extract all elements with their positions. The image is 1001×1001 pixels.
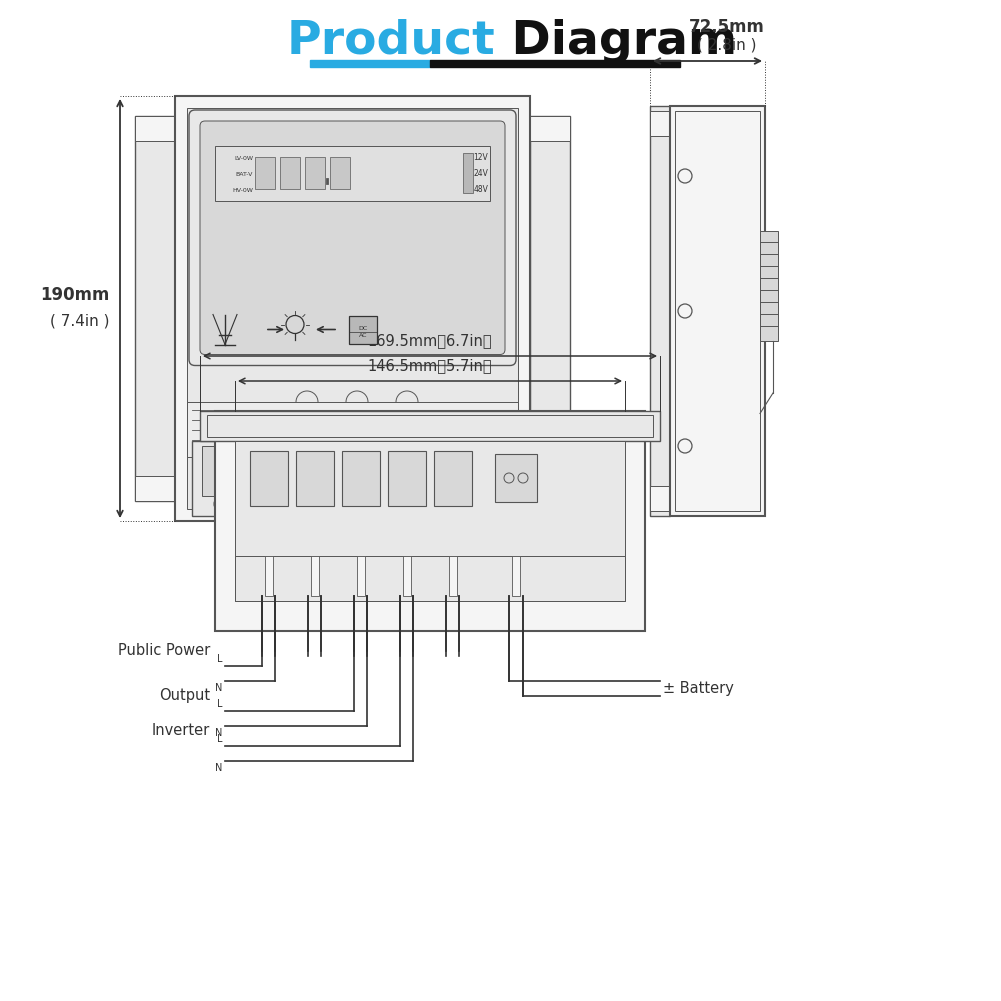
Bar xyxy=(650,111,670,136)
Bar xyxy=(403,556,411,596)
Circle shape xyxy=(278,496,294,512)
Text: AC: AC xyxy=(358,333,367,338)
Text: Output: Output xyxy=(159,688,210,703)
Text: 169.5mm（6.7in）: 169.5mm（6.7in） xyxy=(367,333,492,348)
Bar xyxy=(255,157,275,189)
Bar xyxy=(305,157,325,189)
FancyBboxPatch shape xyxy=(189,110,516,365)
Text: Inverter: Inverter xyxy=(152,723,210,738)
Bar xyxy=(530,116,570,500)
Text: L: L xyxy=(216,654,222,664)
Bar xyxy=(296,451,334,506)
Text: L: L xyxy=(216,734,222,744)
Text: 72.5mm: 72.5mm xyxy=(689,18,765,36)
Bar xyxy=(266,446,326,496)
Bar xyxy=(280,157,300,189)
Circle shape xyxy=(342,496,358,512)
Bar xyxy=(512,556,520,596)
Text: HV-0W: HV-0W xyxy=(232,188,253,193)
Circle shape xyxy=(298,496,314,512)
Circle shape xyxy=(490,496,506,512)
Circle shape xyxy=(406,496,422,512)
Bar xyxy=(530,116,570,141)
Bar xyxy=(235,441,625,601)
Bar xyxy=(675,111,760,511)
Text: Public Power: Public Power xyxy=(118,643,210,658)
Bar xyxy=(235,556,625,601)
Bar xyxy=(215,146,490,201)
Text: 146.5mm（5.7in）: 146.5mm（5.7in） xyxy=(367,358,492,373)
Text: N: N xyxy=(214,763,222,773)
Text: 12V: 12V xyxy=(473,153,488,162)
Circle shape xyxy=(234,496,250,512)
Text: Diagram: Diagram xyxy=(495,18,737,63)
Bar xyxy=(495,454,537,502)
Text: Product: Product xyxy=(286,18,495,63)
Bar xyxy=(458,446,518,496)
Bar xyxy=(135,476,175,500)
Bar xyxy=(200,411,660,441)
Bar xyxy=(394,446,454,496)
Text: N: N xyxy=(214,728,222,738)
Bar xyxy=(388,451,426,506)
Circle shape xyxy=(426,496,442,512)
Bar xyxy=(202,446,262,496)
Bar xyxy=(250,451,288,506)
Bar xyxy=(311,556,319,596)
Bar xyxy=(207,415,653,437)
Text: BAT-V: BAT-V xyxy=(235,172,253,177)
Bar xyxy=(463,153,473,193)
Text: 24V: 24V xyxy=(473,169,488,178)
Bar xyxy=(342,451,380,506)
Bar xyxy=(330,446,390,496)
Circle shape xyxy=(470,496,486,512)
Bar xyxy=(430,60,680,67)
Bar xyxy=(135,116,175,500)
Circle shape xyxy=(214,496,230,512)
FancyBboxPatch shape xyxy=(200,121,505,354)
Bar xyxy=(187,402,518,457)
Bar xyxy=(530,476,570,500)
Text: L: L xyxy=(216,699,222,709)
Bar xyxy=(760,231,778,341)
Text: ( 2.8in ): ( 2.8in ) xyxy=(698,38,757,53)
Text: N: N xyxy=(214,683,222,693)
Bar xyxy=(330,157,350,189)
Text: 48V: 48V xyxy=(473,185,488,194)
Bar xyxy=(650,486,670,511)
Bar xyxy=(310,60,430,67)
Bar xyxy=(434,451,472,506)
Bar xyxy=(265,556,273,596)
Circle shape xyxy=(362,496,378,512)
Text: ± Battery: ± Battery xyxy=(663,682,734,697)
Text: 190mm: 190mm xyxy=(41,286,110,304)
Bar xyxy=(650,106,670,516)
Text: ( 7.4in ): ( 7.4in ) xyxy=(50,313,110,328)
Bar xyxy=(670,106,765,516)
Bar xyxy=(192,441,513,516)
Bar xyxy=(187,108,518,509)
Text: LV-0W: LV-0W xyxy=(234,156,253,161)
Bar xyxy=(135,116,175,141)
Bar xyxy=(215,411,645,631)
Bar xyxy=(357,556,365,596)
Text: DC: DC xyxy=(358,326,367,331)
Bar xyxy=(349,315,377,343)
Bar xyxy=(175,96,530,521)
Bar xyxy=(449,556,457,596)
